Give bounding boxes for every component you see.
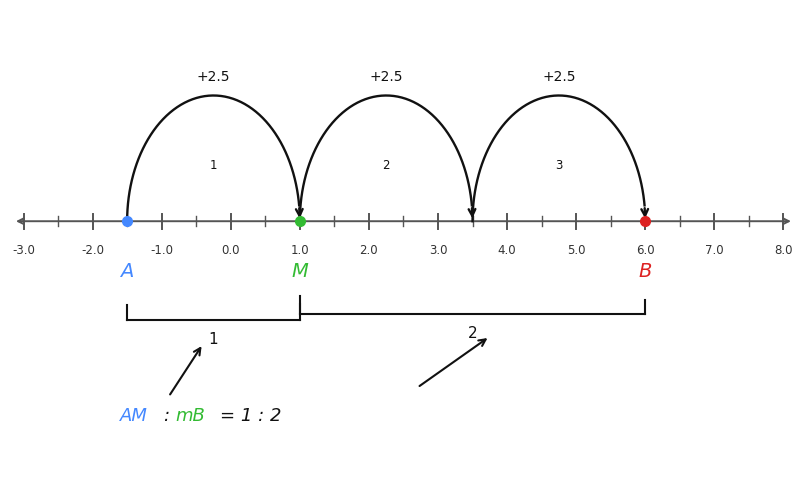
Text: = 1 : 2: = 1 : 2 (220, 406, 282, 424)
Text: -2.0: -2.0 (81, 244, 104, 257)
Text: 3: 3 (555, 159, 562, 172)
Text: mB: mB (175, 406, 206, 424)
Text: -1.0: -1.0 (150, 244, 173, 257)
Text: +2.5: +2.5 (542, 70, 576, 84)
Text: 2.0: 2.0 (360, 244, 378, 257)
Text: 1: 1 (210, 159, 218, 172)
Text: B: B (638, 262, 652, 281)
Text: 5.0: 5.0 (567, 244, 586, 257)
Text: A: A (121, 262, 134, 281)
Text: -3.0: -3.0 (12, 244, 35, 257)
Text: AM: AM (120, 406, 148, 424)
Text: 0.0: 0.0 (222, 244, 240, 257)
Text: 4.0: 4.0 (498, 244, 516, 257)
Text: :: : (163, 406, 169, 424)
Text: M: M (291, 262, 308, 281)
Text: 1: 1 (209, 331, 218, 346)
Text: +2.5: +2.5 (197, 70, 230, 84)
Text: +2.5: +2.5 (370, 70, 403, 84)
Text: 1.0: 1.0 (290, 244, 309, 257)
Text: 2: 2 (382, 159, 390, 172)
Text: 7.0: 7.0 (705, 244, 724, 257)
Text: 3.0: 3.0 (429, 244, 447, 257)
Text: 2: 2 (468, 326, 478, 341)
Text: 6.0: 6.0 (636, 244, 654, 257)
Text: 8.0: 8.0 (774, 244, 793, 257)
